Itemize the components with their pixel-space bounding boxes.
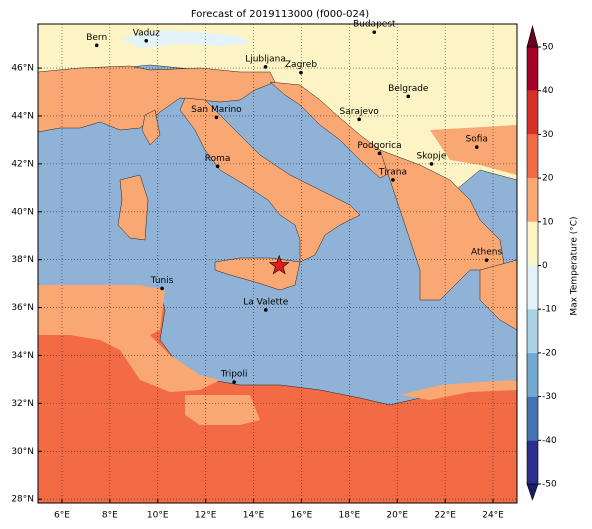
land: [38, 285, 220, 392]
land: [379, 149, 506, 301]
city-label: Sarajevo: [340, 107, 380, 117]
city-dot: [377, 151, 382, 156]
colorbar-tick-label: -30: [542, 392, 557, 402]
city-label: Belgrade: [388, 84, 429, 94]
city-label: Athens: [471, 248, 502, 258]
city-dot: [406, 94, 411, 99]
map-frame: [37, 23, 518, 504]
y-tick-label: 40°N: [11, 207, 34, 217]
colorbar-bin: [527, 396, 538, 441]
colorbar-bin: [527, 221, 538, 266]
title: Forecast of 2019113000 (f000-024): [191, 9, 369, 20]
x-tick-label: 18°E: [339, 511, 361, 521]
colorbar-tick-label: 0: [542, 261, 548, 271]
y-tick-label: 38°N: [11, 255, 34, 265]
city-label: Bern: [86, 33, 107, 43]
city-label: Vaduz: [133, 28, 160, 38]
colorbar-tick-label: -40: [542, 436, 557, 446]
colorbar-tick-label: -10: [542, 305, 557, 315]
city-label: Ljubljana: [245, 54, 286, 64]
city-dot: [263, 65, 268, 69]
land: [117, 174, 149, 241]
city-label: Sofia: [466, 135, 488, 145]
x-tick-label: 14°E: [243, 511, 265, 521]
colorbar-bin: [527, 352, 538, 397]
y-tick-label: 34°N: [11, 351, 34, 361]
land: [120, 30, 250, 48]
colorbar-bin: [527, 178, 538, 222]
city-dot: [429, 162, 434, 166]
colorbar-bin: [527, 134, 538, 179]
city-label: Skopje: [417, 151, 447, 161]
colorbar-bin: [527, 90, 538, 135]
city-label: La Valette: [243, 297, 288, 307]
land: [185, 395, 260, 425]
city-dot: [160, 286, 164, 291]
y-tick-label: 44°N: [11, 111, 34, 121]
colorbar-tick-label: 10: [542, 217, 554, 227]
x-tick-label: 24°E: [482, 511, 504, 521]
colorbar-tick-label: 30: [542, 130, 554, 140]
x-tick-label: 12°E: [195, 511, 217, 521]
city-label: Zagreb: [285, 60, 317, 70]
city-dot: [474, 145, 479, 149]
grid: [38, 24, 517, 503]
colorbar-bin: [527, 440, 538, 484]
colorbar-extend-over: [526, 24, 539, 48]
colorbar-bin: [527, 309, 538, 353]
y-tick-label: 30°N: [11, 447, 34, 457]
city-dot: [357, 117, 361, 122]
colorbar-label: Max Temperature (°C): [570, 216, 580, 315]
x-tick-label: 22°E: [434, 511, 456, 521]
city-dot: [263, 308, 268, 312]
colorbar-tick-label: 20: [542, 174, 554, 184]
city-label: Tunis: [150, 276, 174, 286]
land: [479, 259, 517, 331]
colorbar-extend-under: [526, 483, 539, 501]
y-tick-label: 42°N: [11, 159, 34, 169]
city-dot: [232, 380, 236, 384]
city-label: Budapest: [353, 20, 396, 30]
colorbar-tick-label: 40: [542, 86, 554, 96]
city-dot: [299, 70, 303, 75]
land: [400, 380, 517, 400]
city-label: Tripoli: [220, 370, 248, 380]
land: [38, 65, 276, 133]
x-tick-label: 6°E: [54, 511, 70, 521]
location-star: [268, 254, 290, 275]
city-label: Roma: [205, 154, 231, 164]
city-dot: [484, 258, 489, 262]
city-dot: [391, 178, 395, 182]
colorbar-tick-label: 50: [542, 43, 554, 53]
land: [141, 109, 161, 146]
colorbar-bin: [527, 47, 538, 91]
colorbar-bin: [527, 265, 538, 310]
city-label: San Marino: [191, 105, 242, 115]
colorbar-tick-label: -50: [542, 480, 557, 490]
city-dot: [144, 38, 149, 43]
city-dot: [94, 43, 99, 48]
y-tick-label: 32°N: [11, 399, 34, 409]
land: [430, 125, 517, 175]
y-tick-label: 28°N: [11, 495, 34, 505]
land: [179, 97, 361, 263]
x-tick-label: 8°E: [102, 511, 118, 521]
y-tick-label: 46°N: [11, 64, 34, 74]
city-label: Tirana: [378, 167, 407, 177]
city-dot: [215, 164, 220, 169]
city-dot: [372, 30, 377, 34]
city-label: Podgorica: [357, 141, 401, 151]
city-dot: [214, 115, 219, 120]
colorbar-tick-label: -20: [542, 348, 557, 358]
x-tick-label: 10°E: [147, 511, 169, 521]
x-tick-label: 20°E: [386, 511, 408, 521]
x-tick-label: 16°E: [291, 511, 313, 521]
y-tick-label: 36°N: [11, 303, 34, 313]
